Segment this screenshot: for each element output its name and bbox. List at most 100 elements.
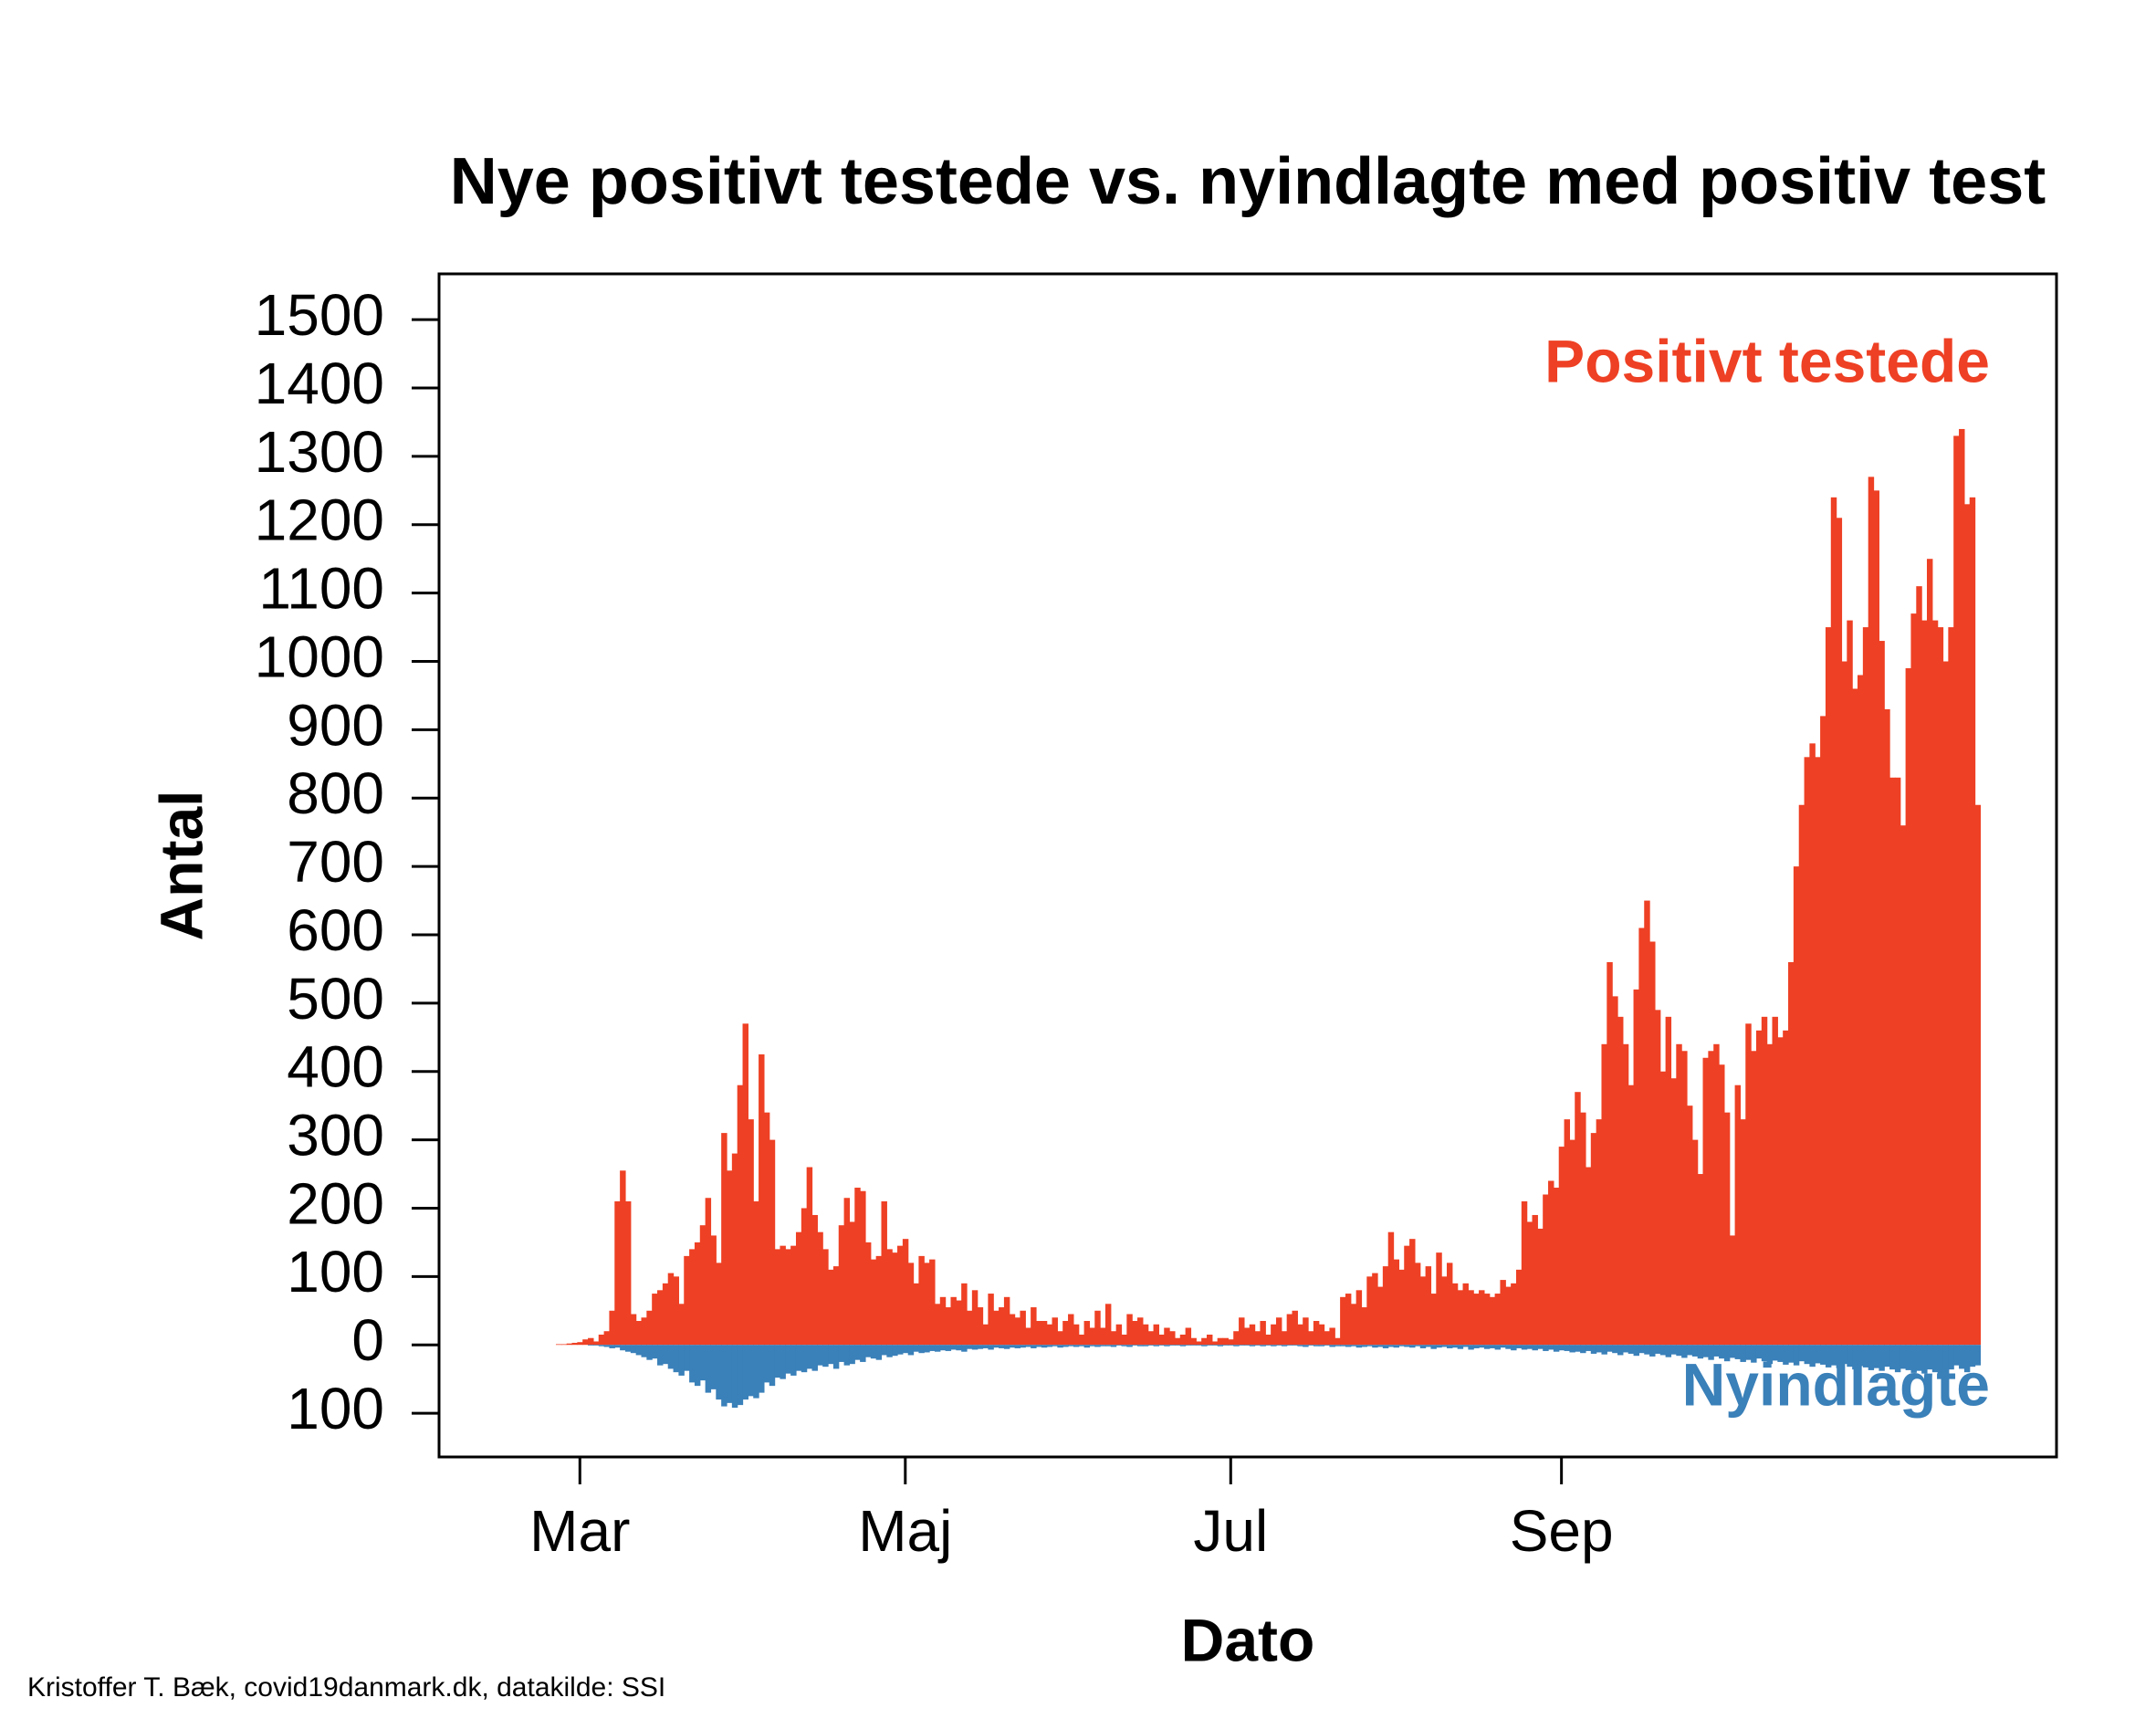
bar (1836, 1345, 1843, 1368)
bar (635, 1345, 643, 1356)
bar (907, 1263, 915, 1346)
bar (1174, 1345, 1181, 1346)
bar (1937, 1345, 1944, 1376)
y-tick-label: 500 (287, 966, 384, 1032)
bar (1025, 1345, 1031, 1347)
bar (1419, 1345, 1427, 1348)
bar (817, 1345, 823, 1366)
bar (1836, 518, 1843, 1346)
bar (1858, 675, 1864, 1346)
bar (1265, 1345, 1272, 1346)
bar (1601, 1345, 1607, 1355)
bar (1196, 1345, 1202, 1346)
bar (1100, 1345, 1106, 1347)
bar (657, 1290, 664, 1346)
bar (854, 1188, 861, 1346)
bar (982, 1345, 989, 1348)
bar (924, 1263, 930, 1346)
bar (822, 1345, 829, 1367)
bar (1676, 1043, 1682, 1346)
bar (1931, 620, 1939, 1346)
bar (1462, 1345, 1469, 1347)
bar (1644, 900, 1650, 1346)
bar (1068, 1314, 1074, 1346)
bar (1414, 1345, 1421, 1347)
bar (769, 1345, 776, 1387)
x-tick-label: Mar (529, 1498, 630, 1564)
bar (763, 1112, 770, 1346)
bar (1329, 1327, 1335, 1346)
bar (875, 1255, 883, 1346)
bar (763, 1345, 770, 1383)
bar (603, 1331, 611, 1346)
bar (1201, 1345, 1208, 1347)
bar (929, 1259, 936, 1346)
bar (1179, 1345, 1187, 1347)
bar (1190, 1337, 1197, 1346)
bar (886, 1345, 893, 1357)
bar (1543, 1194, 1549, 1346)
bar (1745, 1023, 1752, 1346)
bar (1382, 1266, 1389, 1346)
y-tick-label: 300 (287, 1103, 384, 1168)
bar (1260, 1345, 1266, 1347)
bar (1607, 1345, 1613, 1352)
bar (1387, 1231, 1395, 1346)
y-tick-label: 600 (287, 897, 384, 963)
bar (1473, 1294, 1480, 1346)
bar (1228, 1339, 1234, 1346)
bar (1948, 1345, 1954, 1370)
bar (886, 1249, 893, 1346)
bar (1057, 1331, 1063, 1346)
bar (1526, 1345, 1533, 1349)
bar (1654, 1010, 1661, 1346)
bar (620, 1345, 626, 1351)
bar (929, 1345, 936, 1351)
bar (673, 1276, 680, 1346)
bar (1041, 1321, 1048, 1346)
bar (838, 1225, 845, 1346)
bar (1798, 1345, 1805, 1362)
bar (1612, 1345, 1618, 1354)
bar (1350, 1304, 1357, 1346)
bar (727, 1170, 733, 1346)
bar (646, 1345, 653, 1360)
bar (1521, 1345, 1528, 1350)
bar (689, 1345, 696, 1383)
bar (1174, 1337, 1181, 1346)
bar (977, 1345, 984, 1349)
bar (934, 1345, 941, 1352)
bar (854, 1345, 861, 1360)
bar (918, 1345, 925, 1354)
bar (1884, 708, 1890, 1346)
bar (1115, 1345, 1123, 1346)
bar (1948, 627, 1954, 1346)
bar (1494, 1294, 1502, 1346)
bar (1035, 1321, 1042, 1346)
bar (1222, 1337, 1229, 1346)
bar (705, 1198, 712, 1346)
bar (1052, 1345, 1058, 1347)
bar (1340, 1345, 1346, 1347)
bar (1206, 1345, 1213, 1346)
bar (1708, 1345, 1714, 1360)
bar (1511, 1345, 1517, 1351)
bar (1553, 1188, 1560, 1346)
bar (892, 1252, 898, 1346)
bar (1196, 1341, 1202, 1346)
bar (1201, 1337, 1208, 1346)
bar (1783, 1030, 1789, 1346)
bar (1755, 1345, 1763, 1359)
bar (1158, 1345, 1165, 1346)
bar (742, 1023, 748, 1346)
bar (1068, 1345, 1074, 1347)
bar (1483, 1294, 1491, 1346)
bar (1580, 1112, 1586, 1346)
bar (1239, 1345, 1245, 1346)
x-tick-label: Jul (1193, 1498, 1268, 1564)
bar (822, 1249, 829, 1346)
bar (694, 1345, 701, 1387)
bar (624, 1345, 632, 1352)
bar (592, 1345, 600, 1346)
bar (902, 1239, 909, 1346)
